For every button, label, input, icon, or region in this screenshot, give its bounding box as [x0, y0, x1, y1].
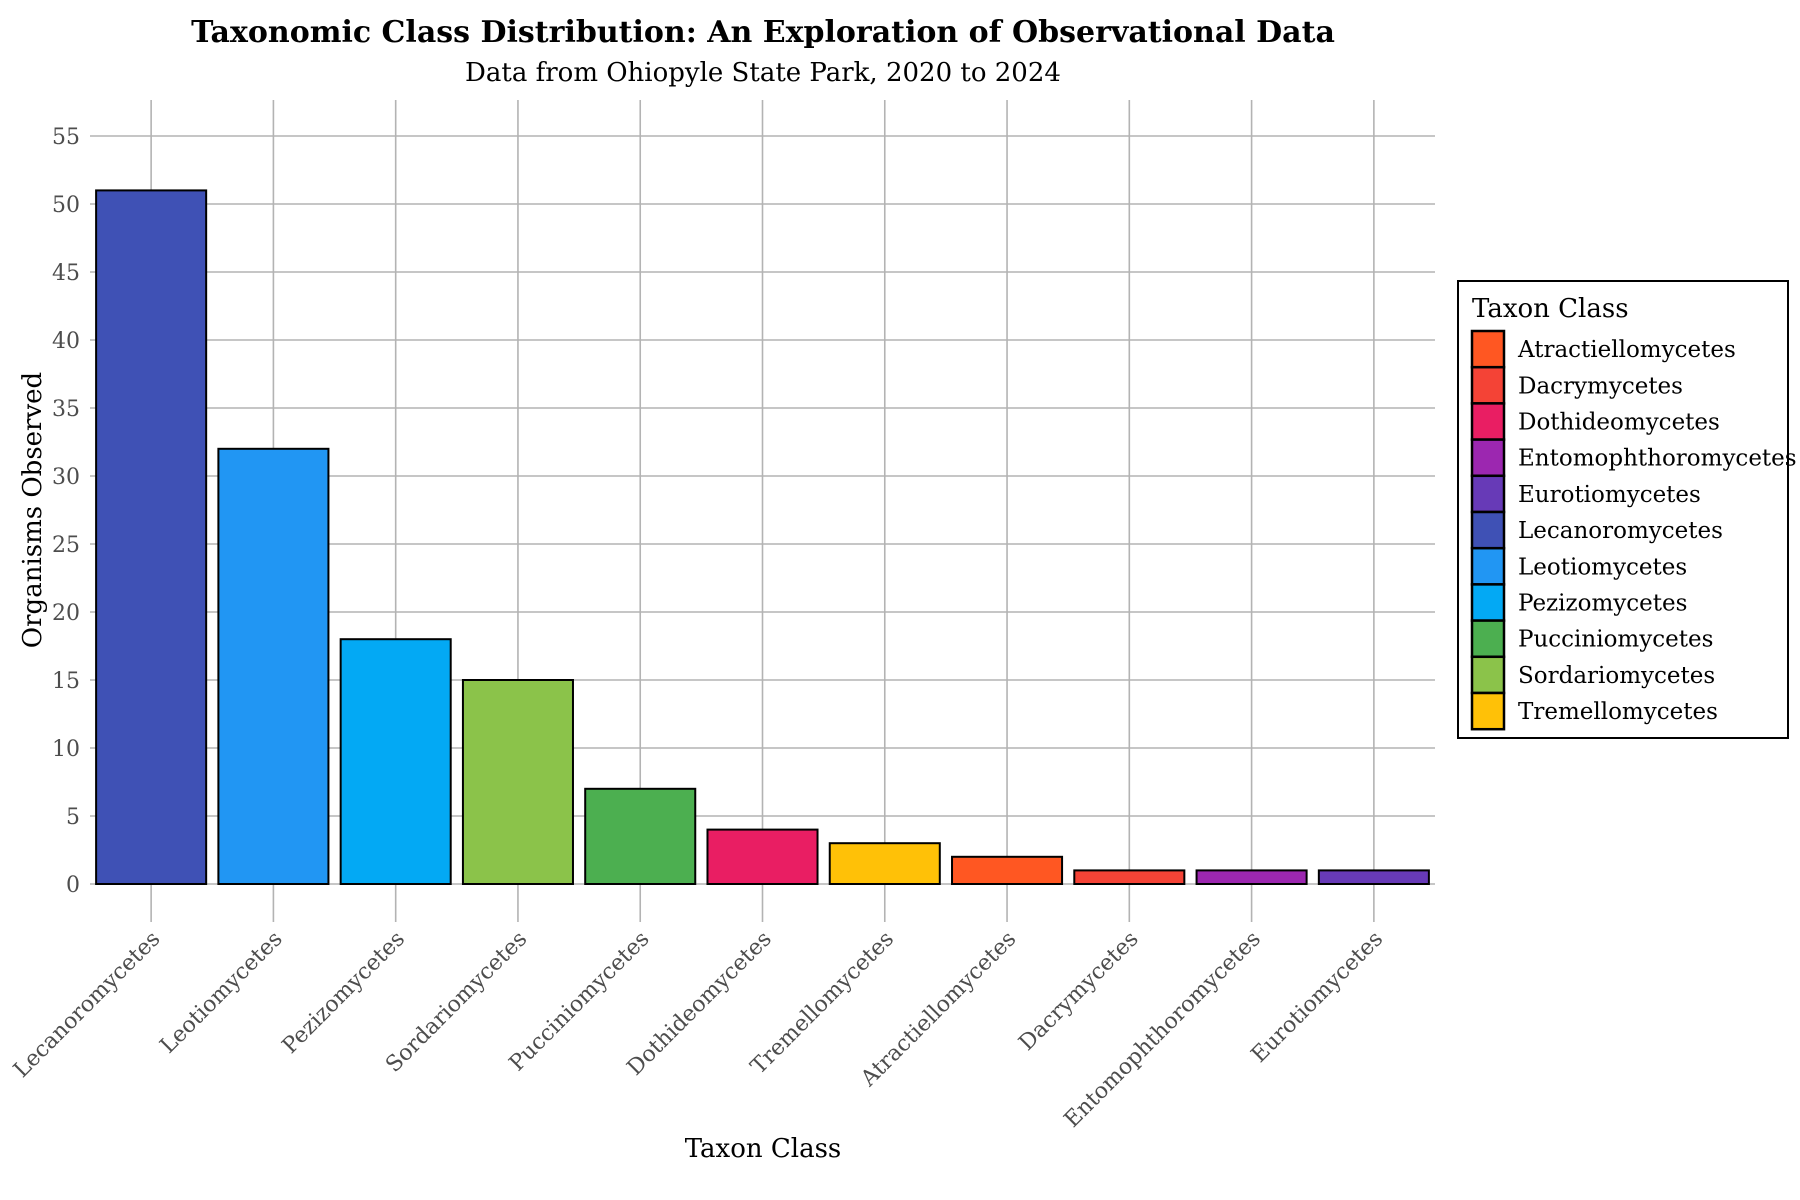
y-tick-label: 25 — [52, 533, 80, 558]
legend-swatch — [1470, 402, 1506, 441]
legend-swatch — [1470, 329, 1506, 369]
y-tick-label: 45 — [52, 261, 80, 286]
legend-label: Entomophthoromycetes — [1518, 446, 1797, 472]
bar-lecanoromycetes — [95, 189, 208, 885]
legend: Taxon Class Atractiellomycetes Dacrymycet… — [1457, 280, 1797, 739]
bar-leotiomycetes — [217, 447, 330, 885]
bar-atractiellomycetes — [951, 855, 1064, 885]
legend-swatch — [1470, 655, 1506, 695]
bar-eurotiomycetes — [1317, 869, 1430, 886]
x-tick-label: Pezizomycetes — [278, 927, 410, 1059]
chart-title: Taxonomic Class Distribution: An Explora… — [191, 15, 1335, 50]
legend-box — [1457, 280, 1789, 739]
y-tick-label: 55 — [52, 125, 80, 150]
x-tick-label: Leotiomycetes — [156, 927, 288, 1059]
legend-label: Leotiomycetes — [1518, 554, 1687, 580]
x-tick-label: Eurotiomycetes — [1247, 927, 1388, 1068]
y-tick-label: 10 — [52, 737, 80, 762]
legend-swatch — [1470, 474, 1506, 514]
legend-label: Atractiellomycetes — [1517, 337, 1736, 363]
y-axis-ticks: 0 5 10 15 20 25 30 35 40 45 50 55 — [52, 125, 80, 898]
x-axis-ticks: LecanoromycetesLeotiomycetesPezizomycete… — [9, 927, 1388, 1133]
bar-pucciniomycetes — [584, 787, 697, 885]
x-axis-title: Taxon Class — [685, 1134, 842, 1164]
legend-swatch — [1470, 546, 1506, 586]
bar-dacrymycetes — [1073, 869, 1186, 886]
x-tick-label: Dacrymycetes — [1014, 927, 1143, 1056]
legend-swatch — [1470, 619, 1506, 659]
legend-swatch — [1470, 510, 1506, 550]
legend-label: Pezizomycetes — [1518, 591, 1687, 617]
y-tick-label: 40 — [52, 329, 80, 354]
y-tick-label: 5 — [66, 805, 80, 830]
y-tick-label: 35 — [52, 397, 80, 422]
legend-swatch — [1470, 438, 1506, 478]
y-tick-label: 30 — [52, 465, 80, 490]
legend-label: Sordariomycetes — [1518, 663, 1715, 689]
legend-items: Atractiellomycetes Dacrymycetes Dothideomy… — [1470, 329, 1797, 731]
legend-label: Lecanoromycetes — [1518, 518, 1723, 544]
bar-dothideomycetes — [706, 828, 819, 885]
y-tick-label: 0 — [66, 873, 80, 898]
legend-label: Dothideomycetes — [1518, 410, 1720, 436]
bar-entomophthoromycetes — [1195, 869, 1308, 886]
y-tick-label: 15 — [52, 669, 80, 694]
legend-label: Eurotiomycetes — [1518, 482, 1701, 508]
legend-swatch — [1470, 583, 1506, 622]
bar-pezizomycetes — [339, 638, 452, 886]
bars — [95, 189, 1430, 886]
legend-swatch — [1470, 691, 1506, 731]
x-tick-label: Lecanoromycetes — [9, 927, 165, 1083]
legend-title: Taxon Class — [1472, 294, 1629, 324]
y-tick-label: 20 — [52, 601, 80, 626]
chart-subtitle: Data from Ohiopyle State Park, 2020 to 2… — [465, 58, 1061, 88]
legend-label: Dacrymycetes — [1518, 373, 1683, 399]
bar-tremellomycetes — [828, 842, 941, 886]
legend-label: Tremellomycetes — [1518, 699, 1718, 725]
y-axis-title: Organisms Observed — [18, 372, 48, 648]
legend-swatch — [1470, 365, 1506, 405]
x-tick-label: Entomophthoromycetes — [1060, 927, 1266, 1133]
legend-label: Pucciniomycetes — [1518, 627, 1713, 653]
y-tick-label: 50 — [52, 193, 80, 218]
bar-sordariomycetes — [461, 679, 574, 885]
